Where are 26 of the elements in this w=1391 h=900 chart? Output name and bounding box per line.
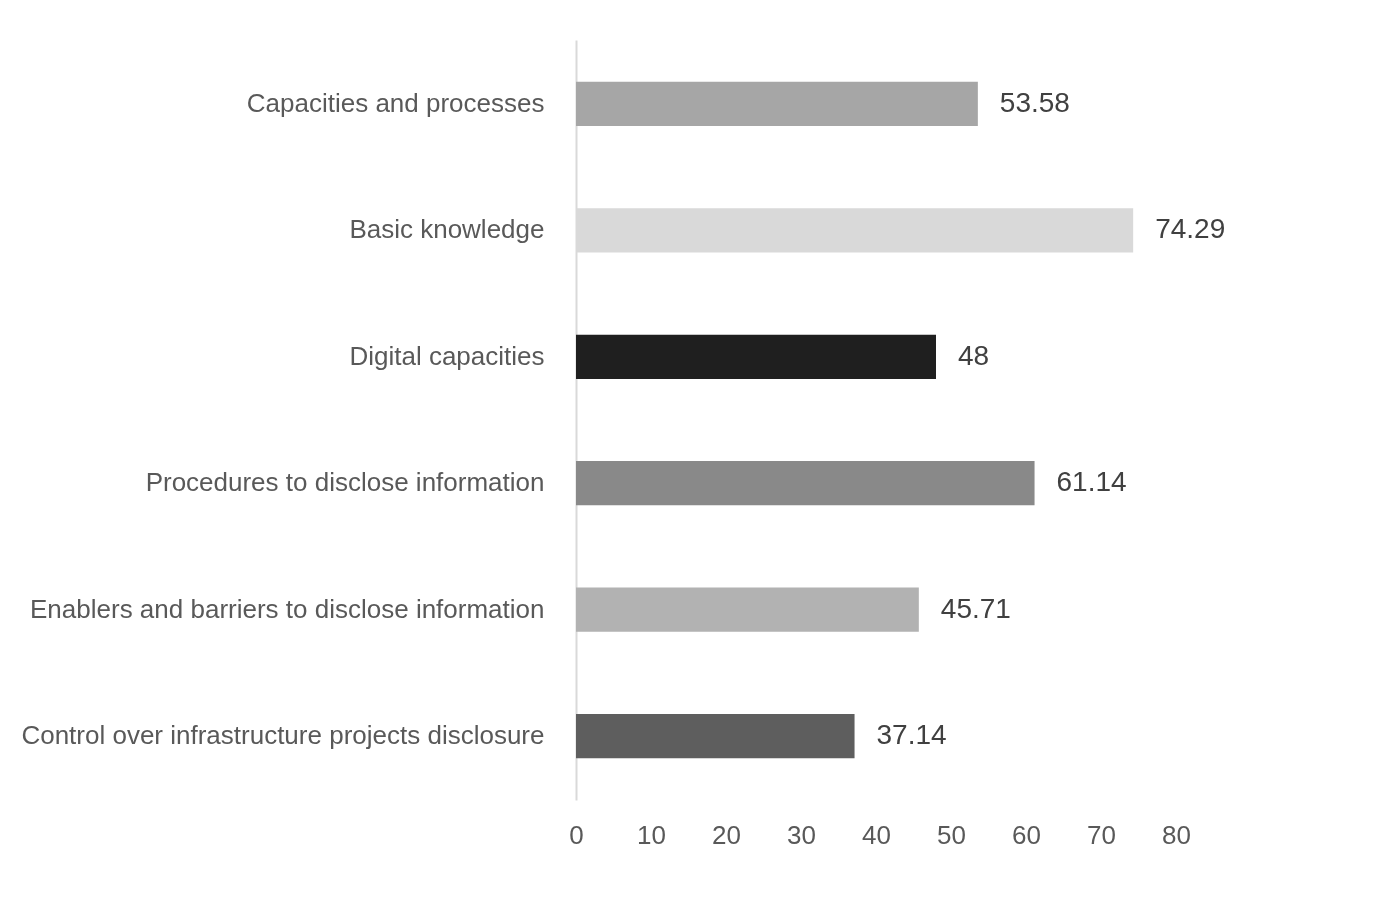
y-tick-label: Enablers and barriers to disclose information <box>30 593 545 624</box>
x-tick-label: 80 <box>1162 819 1191 850</box>
y-tick-label: Control over infrastructure projects disclosure <box>21 720 545 751</box>
bar <box>576 334 936 379</box>
y-tick-label: Basic knowledge <box>349 214 545 245</box>
y-tick-label: Procedures to disclose information <box>145 467 545 498</box>
data-label: 61.14 <box>1056 466 1127 498</box>
x-tick-label: 70 <box>1087 819 1116 850</box>
x-tick-label: 50 <box>937 819 966 850</box>
y-tick-label: Capacities and processes <box>246 87 545 118</box>
y-tick-label: Digital capacities <box>349 340 545 371</box>
x-tick-label: 30 <box>787 819 816 850</box>
x-tick-label: 0 <box>569 819 584 850</box>
data-label: 45.71 <box>940 592 1011 624</box>
x-tick-label: 60 <box>1012 819 1041 850</box>
bar <box>576 81 978 126</box>
data-label: 37.14 <box>876 719 947 751</box>
data-label: 53.58 <box>999 86 1070 118</box>
x-tick-label: 40 <box>862 819 891 850</box>
data-label: 48 <box>958 339 990 371</box>
bar <box>576 461 1035 506</box>
x-tick-label: 20 <box>712 819 741 850</box>
x-tick-label: 10 <box>637 819 666 850</box>
data-label: 74.29 <box>1155 213 1226 245</box>
bar <box>576 714 855 759</box>
bar <box>576 587 919 632</box>
